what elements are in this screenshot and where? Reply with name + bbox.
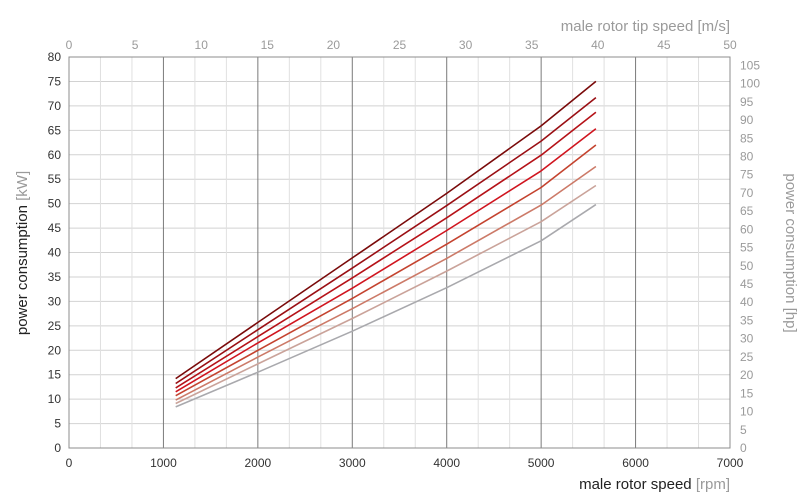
series-line-2 — [175, 96, 597, 385]
left-axis-title: power consumption [kW] — [14, 171, 31, 335]
x-tick-label: 5000 — [528, 456, 555, 470]
top-axis-title: male rotor tip speed [m/s] — [561, 18, 730, 35]
y2-tick-label: 45 — [740, 277, 754, 291]
y2-tick-label: 35 — [740, 313, 754, 327]
right-axis-title: power consumption [hp] — [782, 173, 799, 332]
x2-tick-label: 15 — [261, 38, 275, 52]
plot-frame — [68, 56, 731, 449]
x-tick-label: 3000 — [339, 456, 366, 470]
tick-labels: 0 1000 2000 3000 4000 5000 6000 700005101520253… — [48, 38, 761, 470]
y2-tick-label: 105 — [740, 58, 760, 72]
y-tick-label: 55 — [48, 172, 62, 186]
series-line-5 — [175, 144, 597, 397]
grid — [69, 57, 730, 448]
x2-tick-label: 35 — [525, 38, 539, 52]
y-tick-label: 35 — [48, 270, 62, 284]
x2-tick-label: 20 — [327, 38, 341, 52]
x2-tick-label: 40 — [591, 38, 605, 52]
y-tick-label: 80 — [48, 50, 62, 64]
y2-tick-label: 70 — [740, 186, 754, 200]
y2-tick-label: 0 — [740, 441, 747, 455]
y-tick-label: 30 — [48, 294, 62, 308]
y2-tick-label: 95 — [740, 95, 754, 109]
bottom-axis-title: male rotor speed [rpm] — [579, 476, 730, 493]
y2-tick-label: 20 — [740, 368, 754, 382]
y2-tick-label: 10 — [740, 405, 754, 419]
y-tick-label: 25 — [48, 319, 62, 333]
y2-tick-label: 65 — [740, 204, 754, 218]
x2-tick-label: 50 — [723, 38, 737, 52]
x2-tick-label: 5 — [132, 38, 139, 52]
x2-tick-label: 30 — [459, 38, 473, 52]
series-line-6 — [175, 165, 597, 401]
x2-tick-label: 10 — [195, 38, 209, 52]
y-tick-label: 60 — [48, 148, 62, 162]
y2-tick-label: 50 — [740, 259, 754, 273]
y-tick-label: 20 — [48, 343, 62, 357]
y-tick-label: 0 — [54, 441, 61, 455]
x-tick-label: 2000 — [245, 456, 272, 470]
y-tick-label: 10 — [48, 392, 62, 406]
y2-tick-label: 60 — [740, 222, 754, 236]
x-tick-label: 0 — [66, 456, 73, 470]
y2-tick-label: 90 — [740, 113, 754, 127]
y2-tick-label: 75 — [740, 168, 754, 182]
series-lines — [175, 80, 597, 408]
series-line-4 — [175, 128, 597, 393]
y-tick-label: 5 — [54, 417, 61, 431]
y2-tick-label: 85 — [740, 131, 754, 145]
y2-tick-label: 55 — [740, 241, 754, 255]
x-tick-label: 7000 — [717, 456, 744, 470]
y2-tick-label: 100 — [740, 77, 760, 91]
y-tick-label: 75 — [48, 74, 62, 88]
x-tick-label: 4000 — [433, 456, 460, 470]
x2-tick-label: 0 — [66, 38, 73, 52]
y2-tick-label: 5 — [740, 423, 747, 437]
y2-tick-label: 40 — [740, 295, 754, 309]
y-tick-label: 65 — [48, 123, 62, 137]
x2-tick-label: 45 — [657, 38, 671, 52]
series-line-1 — [175, 80, 597, 380]
y-tick-label: 70 — [48, 99, 62, 113]
y2-tick-label: 25 — [740, 350, 754, 364]
y2-tick-label: 80 — [740, 149, 754, 163]
series-line-3 — [175, 111, 597, 389]
x2-tick-label: 25 — [393, 38, 407, 52]
y-tick-label: 15 — [48, 368, 62, 382]
x-tick-label: 1000 — [150, 456, 177, 470]
series-line-7 — [175, 184, 597, 405]
x-tick-label: 6000 — [622, 456, 649, 470]
y-tick-label: 40 — [48, 246, 62, 260]
y-tick-label: 50 — [48, 197, 62, 211]
y-tick-label: 45 — [48, 221, 62, 235]
y2-tick-label: 30 — [740, 332, 754, 346]
series-line-8 — [175, 203, 597, 408]
y2-tick-label: 15 — [740, 386, 754, 400]
